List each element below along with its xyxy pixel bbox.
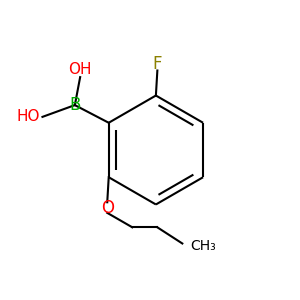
Text: CH₃: CH₃	[190, 239, 216, 253]
Text: HO: HO	[16, 110, 40, 124]
Text: F: F	[153, 55, 162, 73]
Text: O: O	[101, 199, 114, 217]
Text: OH: OH	[68, 62, 92, 77]
Text: B: B	[69, 96, 80, 114]
